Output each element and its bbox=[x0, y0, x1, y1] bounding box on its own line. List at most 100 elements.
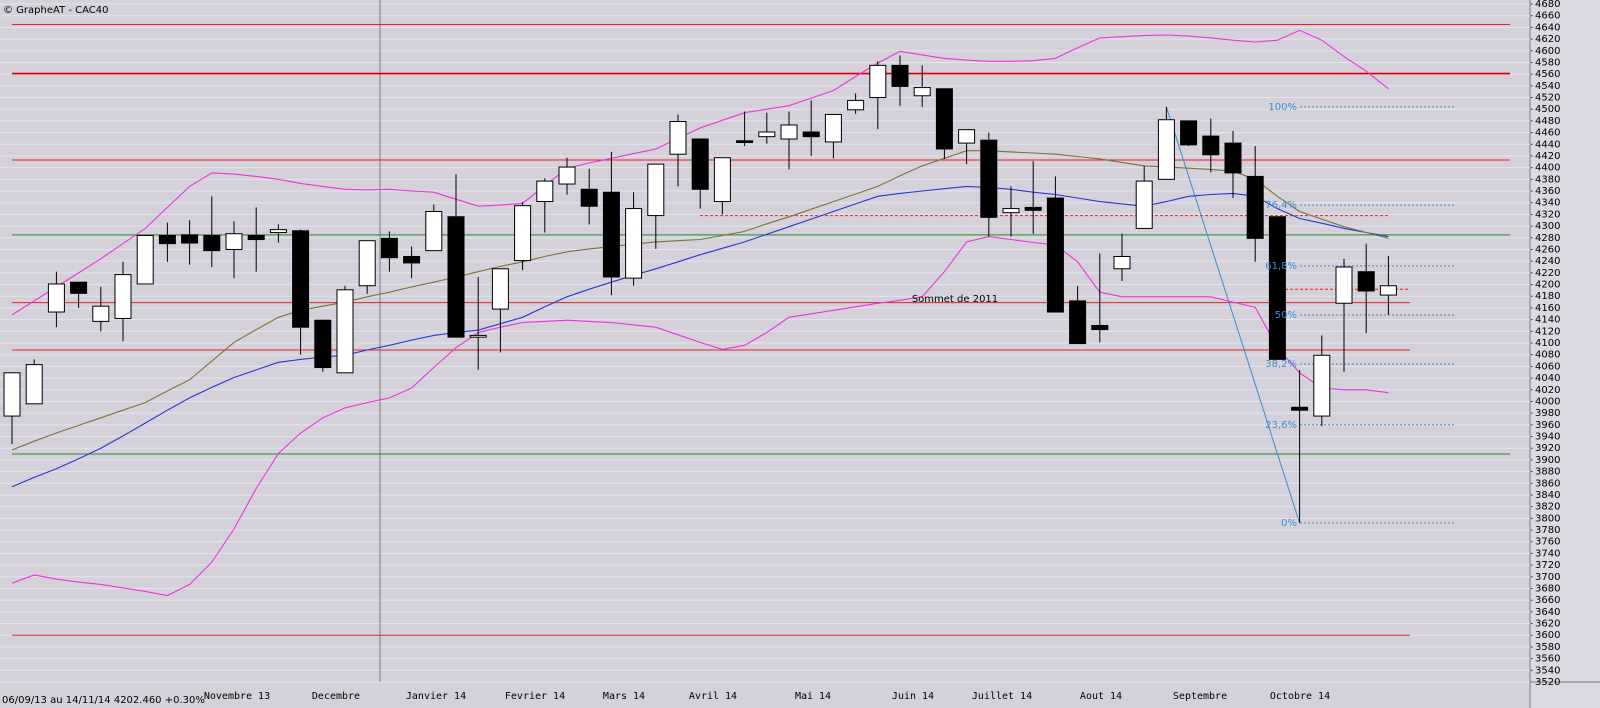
candle-body bbox=[536, 180, 554, 203]
y-tick-label: 4320 bbox=[1535, 209, 1560, 220]
candle-body bbox=[1113, 255, 1131, 270]
x-tick-label: Decembre bbox=[312, 691, 360, 702]
y-tick-label: 4080 bbox=[1535, 350, 1560, 361]
marks bbox=[3, 23, 1510, 636]
candle-body bbox=[1313, 354, 1331, 417]
candle-body bbox=[625, 208, 643, 279]
fib-label: 100% bbox=[1268, 102, 1297, 113]
candle-body bbox=[1046, 197, 1064, 313]
candle-body bbox=[491, 268, 509, 310]
candle-body bbox=[1357, 271, 1375, 292]
candle-body bbox=[1180, 120, 1198, 146]
candle-body bbox=[736, 140, 754, 144]
y-axis-area bbox=[1530, 0, 1600, 708]
candle-body bbox=[469, 334, 487, 338]
x-tick-label: Mars 14 bbox=[603, 691, 645, 702]
y-tick-label: 4200 bbox=[1535, 280, 1560, 291]
candle-body bbox=[913, 87, 931, 97]
y-tick-label: 3780 bbox=[1535, 525, 1560, 536]
candle-body bbox=[1202, 135, 1220, 156]
candle-body bbox=[425, 210, 443, 252]
y-tick-label: 4560 bbox=[1535, 69, 1560, 80]
y-tick-label: 3800 bbox=[1535, 513, 1560, 524]
y-tick-label: 4620 bbox=[1535, 34, 1560, 45]
candle-body bbox=[1135, 180, 1153, 229]
fib-label: 23,6% bbox=[1265, 420, 1297, 431]
y-tick-label: 4060 bbox=[1535, 361, 1560, 372]
y-tick-label: 3720 bbox=[1535, 560, 1560, 571]
y-tick-label: 4680 bbox=[1535, 0, 1560, 10]
x-tick-label: Janvier 14 bbox=[406, 691, 466, 702]
candle-body bbox=[869, 64, 887, 99]
candle-body bbox=[514, 205, 532, 262]
y-tick-label: 4420 bbox=[1535, 151, 1560, 162]
candle-body bbox=[669, 120, 687, 155]
indicator-line bbox=[11, 185, 1389, 488]
x-tick-label: Juin 14 bbox=[892, 691, 934, 702]
fib-label: 50% bbox=[1275, 310, 1297, 321]
y-tick-label: 4260 bbox=[1535, 244, 1560, 255]
y-tick-label: 4160 bbox=[1535, 303, 1560, 314]
x-tick-label: Septembre bbox=[1173, 691, 1227, 702]
candle-body bbox=[1335, 266, 1353, 304]
y-tick-label: 4100 bbox=[1535, 338, 1560, 349]
candle-body bbox=[380, 237, 398, 259]
y-tick-label: 4660 bbox=[1535, 11, 1560, 22]
candle-body bbox=[92, 305, 110, 322]
y-tick-label: 4300 bbox=[1535, 221, 1560, 232]
candle-body bbox=[1157, 119, 1175, 180]
y-tick-label: 4240 bbox=[1535, 256, 1560, 267]
candle-body bbox=[713, 157, 731, 203]
candle-body bbox=[647, 163, 665, 217]
candle-body bbox=[292, 230, 310, 328]
y-tick-label: 3960 bbox=[1535, 420, 1560, 431]
y-tick-label: 3540 bbox=[1535, 665, 1560, 676]
candle-body bbox=[1224, 142, 1242, 174]
candle-body bbox=[1002, 208, 1020, 214]
candle-body bbox=[758, 131, 776, 138]
fib-label: 0% bbox=[1281, 518, 1297, 529]
candle-body bbox=[780, 124, 798, 140]
candle-body bbox=[958, 129, 976, 144]
candle-body bbox=[602, 191, 620, 278]
y-tick-label: 4180 bbox=[1535, 291, 1560, 302]
plot-area bbox=[0, 0, 1530, 682]
candle-body bbox=[802, 131, 820, 138]
y-tick-label: 4380 bbox=[1535, 174, 1560, 185]
candle-body bbox=[847, 99, 865, 111]
candle-body bbox=[358, 240, 376, 287]
candle-body bbox=[269, 229, 287, 234]
y-tick-label: 4000 bbox=[1535, 396, 1560, 407]
y-tick-label: 3600 bbox=[1535, 630, 1560, 641]
y-tick-label: 4120 bbox=[1535, 326, 1560, 337]
y-tick-label: 4540 bbox=[1535, 81, 1560, 92]
y-tick-label: 4520 bbox=[1535, 93, 1560, 104]
candle-body bbox=[181, 234, 199, 244]
candle-body bbox=[1268, 216, 1286, 360]
candle-body bbox=[136, 234, 154, 285]
candle-body bbox=[203, 234, 221, 252]
y-tick-label: 4040 bbox=[1535, 373, 1560, 384]
candle-body bbox=[3, 372, 21, 417]
y-tick-label: 4440 bbox=[1535, 139, 1560, 150]
trend-line bbox=[1165, 106, 1301, 524]
y-tick-label: 4140 bbox=[1535, 315, 1560, 326]
y-tick-label: 3860 bbox=[1535, 478, 1560, 489]
y-tick-label: 4580 bbox=[1535, 57, 1560, 68]
y-tick-label: 3820 bbox=[1535, 502, 1560, 513]
y-tick-label: 3760 bbox=[1535, 537, 1560, 548]
candle-body bbox=[580, 188, 598, 207]
y-tick-label: 3740 bbox=[1535, 548, 1560, 559]
y-tick-label: 3560 bbox=[1535, 654, 1560, 665]
y-tick-label: 3980 bbox=[1535, 408, 1560, 419]
y-tick-label: 4460 bbox=[1535, 128, 1560, 139]
candle-body bbox=[47, 283, 65, 313]
candle-body bbox=[314, 319, 332, 369]
x-tick-label: Octobre 14 bbox=[1270, 691, 1330, 702]
y-tick-label: 3880 bbox=[1535, 467, 1560, 478]
y-tick-label: 3920 bbox=[1535, 443, 1560, 454]
y-tick-label: 4640 bbox=[1535, 22, 1560, 33]
y-tick-label: 4360 bbox=[1535, 186, 1560, 197]
y-tick-label: 3840 bbox=[1535, 490, 1560, 501]
candle-body bbox=[558, 166, 576, 185]
